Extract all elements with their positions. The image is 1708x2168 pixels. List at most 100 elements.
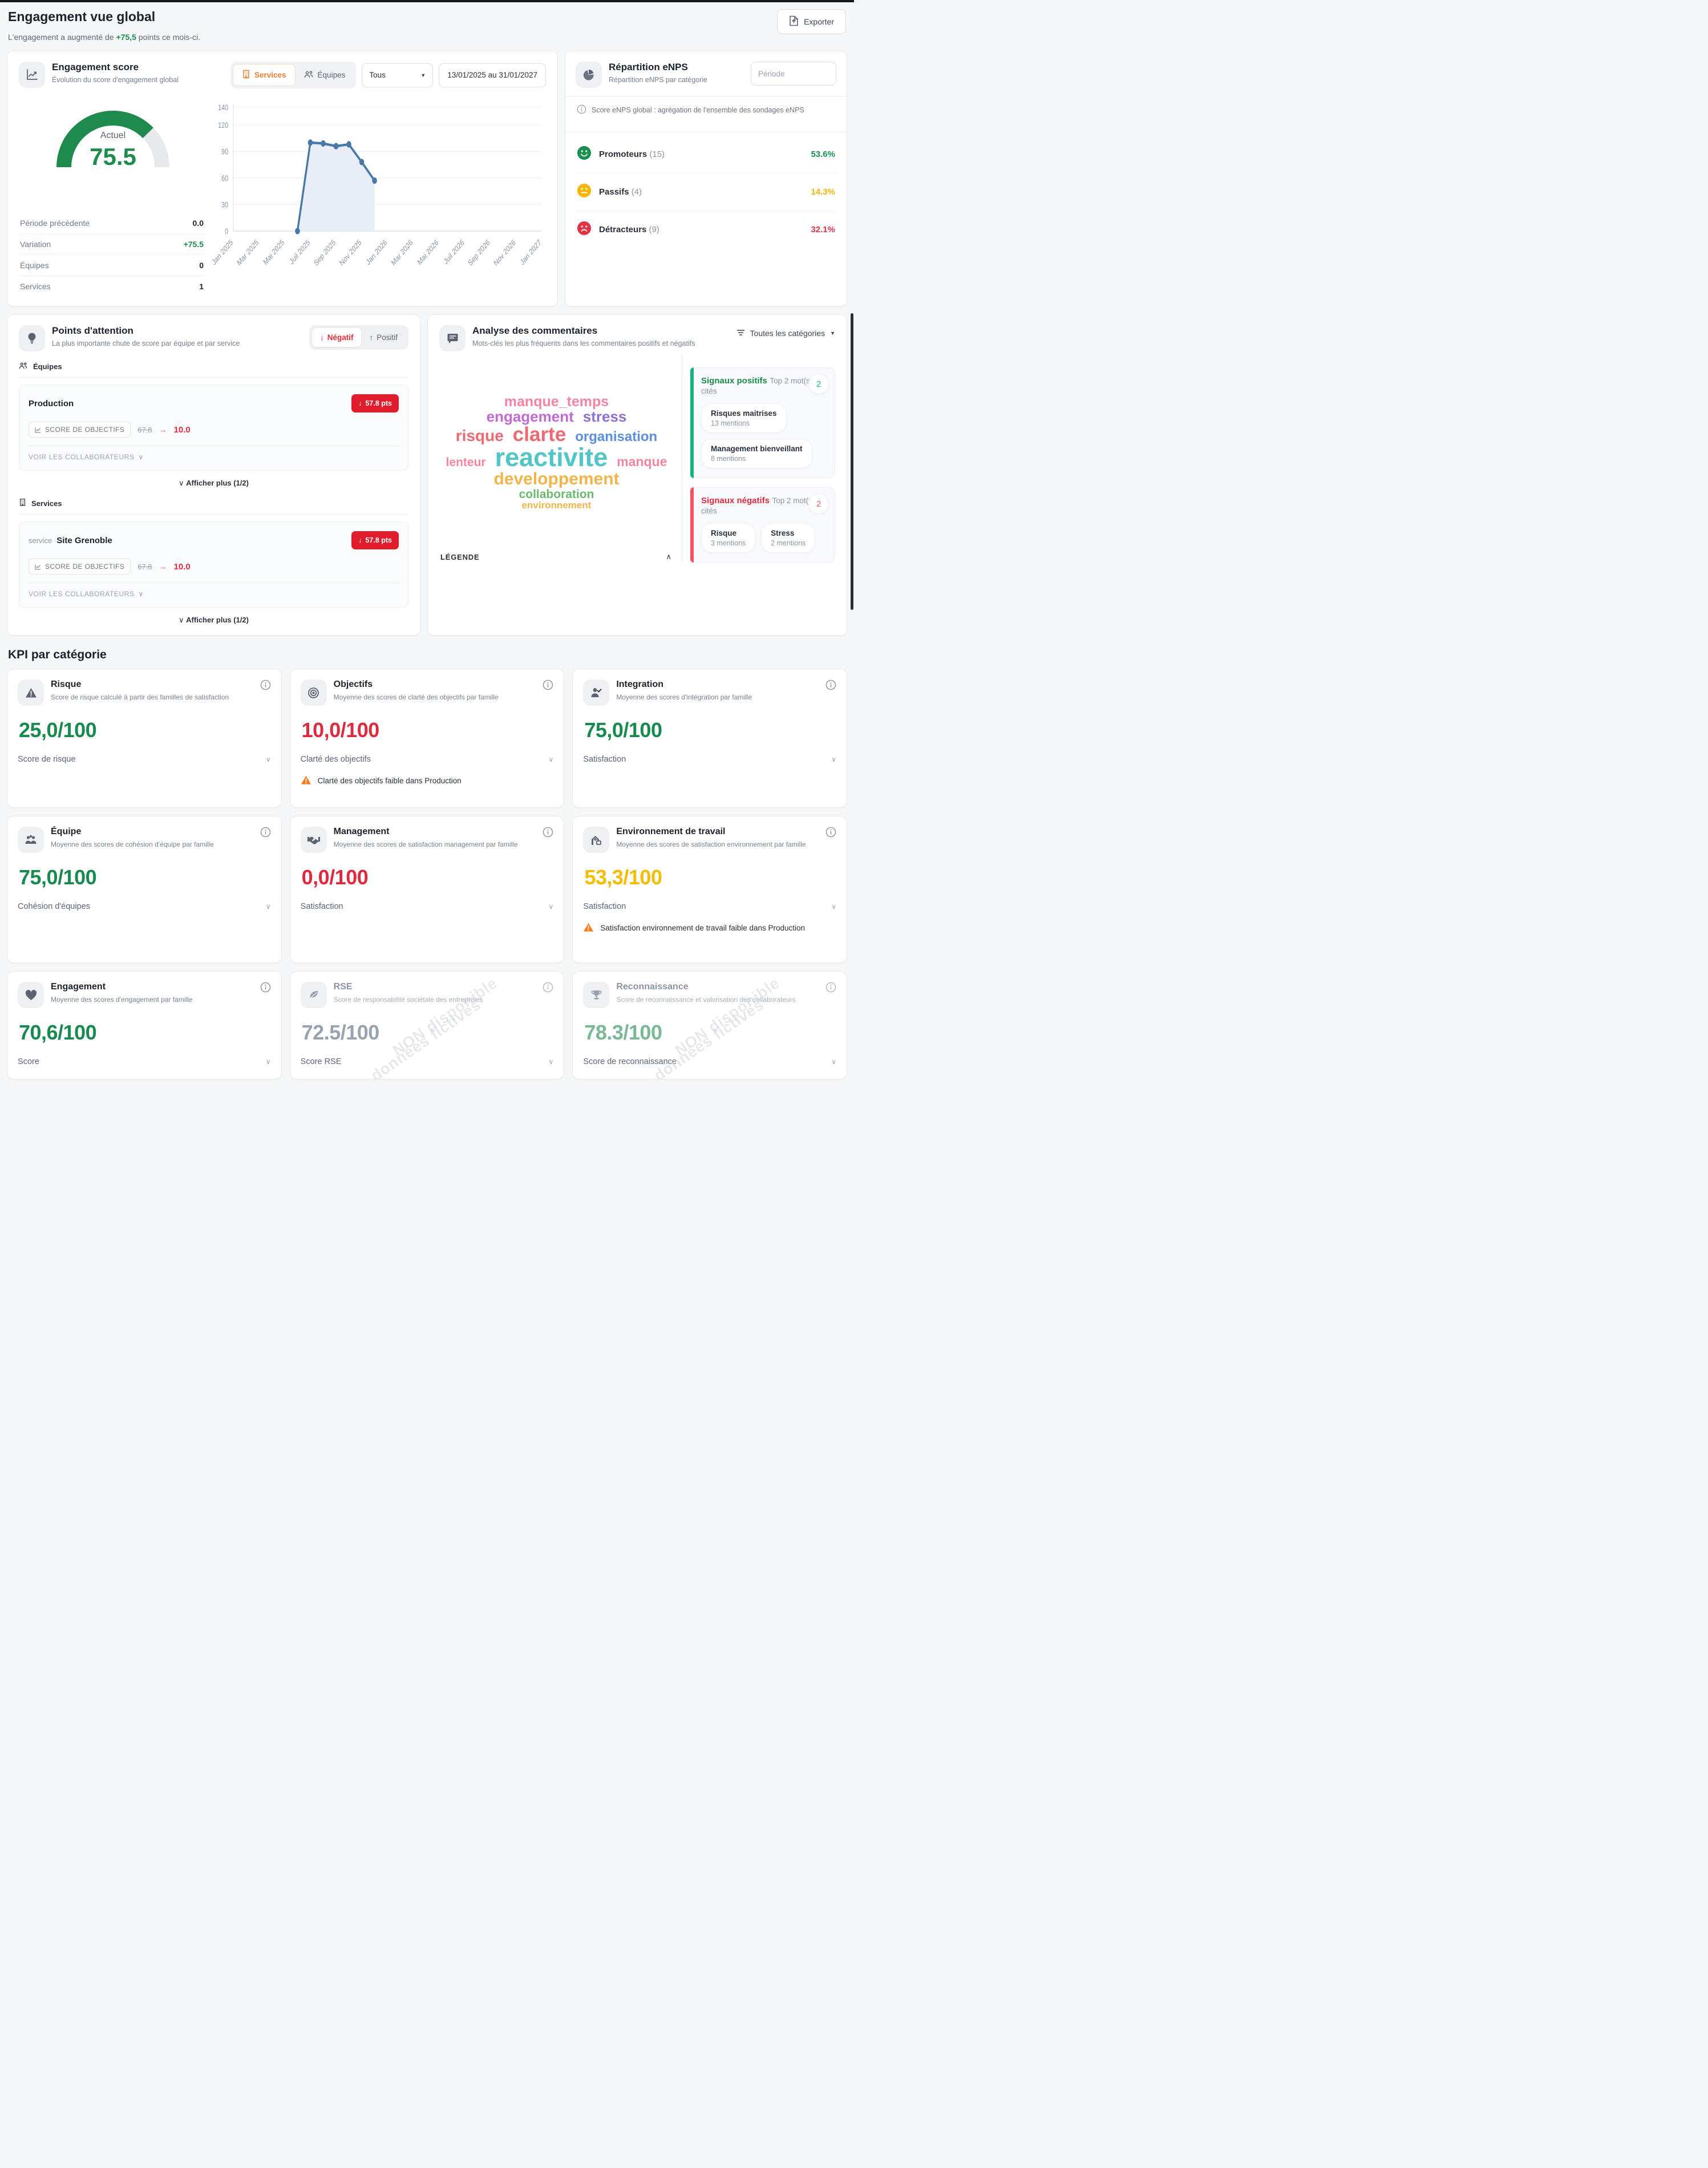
enps-label: Passifs (599, 187, 629, 197)
card-subtitle: La plus importante chute de score par éq… (52, 339, 240, 347)
top-words-label: Top 2 mot(s) cités (701, 496, 815, 515)
info-icon[interactable] (543, 827, 553, 840)
scrollbar-thumb[interactable] (851, 313, 853, 610)
kpi-detail-toggle[interactable]: Satisfaction ∨ (583, 902, 836, 911)
enps-value: 14.3% (811, 187, 835, 197)
link-label: VOIR LES COLLABORATEURS (29, 590, 135, 598)
kpi-subtitle: Moyenne des scores de cohésion d'équipe … (51, 840, 214, 848)
info-icon[interactable] (825, 679, 836, 693)
signal-pill[interactable]: Management bienveillant 8 mentions (701, 439, 812, 468)
attention-item-production[interactable]: Production ↓ 57.8 pts SCORE DE OBJECTIFS… (19, 385, 408, 471)
kpi-label: Score de reconnaissance (583, 1057, 677, 1066)
kpi-detail-toggle[interactable]: Clarté des objectifs ∨ (301, 755, 554, 764)
info-icon[interactable] (260, 679, 271, 693)
engagement-line-chart: 0 30 60 90 120 140 Jan 2025 Mar 2025 Mai 2025 Jui… (207, 99, 546, 297)
info-icon[interactable] (260, 982, 271, 996)
stat-label: Équipes (20, 261, 49, 270)
enps-card: Répartition eNPS Répartition eNPS par ca… (565, 51, 847, 306)
card-title: Analyse des commentaires (472, 325, 598, 336)
positive-count-badge: 2 (808, 374, 829, 394)
link-label: VOIR LES COLLABORATEURS (29, 453, 135, 461)
kpi-warning: Clarté des objectifs faible dans Product… (301, 775, 554, 788)
scope-select[interactable]: Tous ▼ (362, 63, 434, 87)
warning-triangle-icon (301, 775, 311, 788)
kpi-detail-toggle[interactable]: Score de risque ∨ (18, 755, 271, 764)
info-icon[interactable] (543, 679, 553, 693)
show-more-label: Afficher plus (1/2) (186, 616, 249, 624)
caret-down-icon: ▼ (830, 330, 835, 336)
show-more-equipes[interactable]: ∨ Afficher plus (1/2) (19, 479, 408, 488)
drop-badge-value: 57.8 pts (365, 399, 392, 407)
info-icon[interactable] (825, 982, 836, 996)
pie-chart-icon (576, 62, 602, 88)
pill-word: Management bienveillant (711, 444, 803, 453)
category-filter-value: Toutes les catégories (750, 329, 825, 338)
tab-services[interactable]: Services (232, 64, 296, 86)
chevron-down-icon: ∨ (548, 755, 554, 763)
kpi-label: Satisfaction (583, 755, 626, 764)
chevron-down-icon: ∨ (138, 590, 144, 598)
kpi-section-title: KPI par catégorie (8, 648, 107, 661)
section-services: Services (19, 498, 408, 508)
signal-pill[interactable]: Risque 3 mentions (701, 523, 756, 553)
svg-text:Mai 2026: Mai 2026 (416, 238, 440, 267)
svg-text:90: 90 (221, 147, 228, 156)
kpi-card-reconnaissance: NON disponible données fictives Reconnai… (572, 971, 847, 1079)
kpi-label: Score RSE (300, 1057, 342, 1066)
score-stats: Période précédente 0.0 Variation +75.5 É… (19, 213, 207, 297)
services-equipes-toggle: Services Équipes (230, 62, 357, 88)
chevron-up-icon[interactable]: ∧ (666, 552, 671, 561)
gauge-value: 75.5 (90, 143, 136, 170)
kpi-detail-toggle[interactable]: Score RSE ∨ (301, 1057, 554, 1066)
kpi-title: Risque (51, 679, 82, 689)
score-gauge: Actuel 75.5 (51, 103, 175, 189)
export-button[interactable]: Exporter (777, 9, 846, 34)
svg-text:Jan 2026: Jan 2026 (365, 238, 388, 267)
kpi-subtitle: Moyenne des scores d'engagement par fami… (51, 996, 193, 1004)
tab-services-label: Services (254, 71, 286, 79)
attention-item-site-grenoble[interactable]: service Site Grenoble ↓ 57.8 pts SCORE D… (19, 521, 408, 608)
tab-negatif-label: Négatif (327, 333, 354, 342)
export-label: Exporter (804, 17, 834, 26)
enps-row-detracteurs: Détracteurs (9) 32.1% (576, 211, 836, 248)
card-title: Points d'attention (52, 325, 133, 336)
kpi-detail-toggle[interactable]: Score ∨ (18, 1057, 271, 1066)
signal-pill[interactable]: Risques maitrises 13 mentions (701, 403, 787, 433)
team-name: Production (29, 398, 74, 408)
comment-icon (439, 325, 466, 351)
kpi-card-objectifs: Objectifs Moyenne des scores de clarté d… (289, 669, 565, 808)
kpi-detail-toggle[interactable]: Score de reconnaissance ∨ (583, 1057, 836, 1066)
positive-signals-title: Signaux positifs (701, 376, 767, 386)
info-icon[interactable] (543, 982, 553, 996)
voir-collaborateurs-link[interactable]: VOIR LES COLLABORATEURS ∨ (29, 453, 399, 461)
positive-signals-card: 2 Signaux positifs Top 2 mot(s) cités Ri… (690, 367, 835, 478)
divider (19, 377, 408, 378)
date-range-input[interactable]: 13/01/2025 au 31/01/2027 (439, 63, 546, 87)
kpi-detail-toggle[interactable]: Cohésion d'équipes ∨ (18, 902, 271, 911)
category-filter[interactable]: Toutes les catégories ▼ (736, 325, 835, 338)
show-more-services[interactable]: ∨ Afficher plus (1/2) (19, 616, 408, 625)
kpi-detail-toggle[interactable]: Satisfaction ∨ (301, 902, 554, 911)
kpi-detail-toggle[interactable]: Satisfaction ∨ (583, 755, 836, 764)
tab-negatif[interactable]: ↓ Négatif (311, 328, 362, 347)
kpi-value: 78.3/100 (584, 1021, 662, 1044)
svg-text:60: 60 (221, 174, 228, 183)
tab-equipes[interactable]: Équipes (296, 64, 354, 86)
comments-analysis-card: Analyse des commentaires Mots-clés les p… (427, 314, 847, 636)
period-input[interactable] (751, 62, 836, 86)
new-score: 10.0 (173, 561, 191, 572)
voir-collaborateurs-link[interactable]: VOIR LES COLLABORATEURS ∨ (29, 590, 399, 598)
signal-pill[interactable]: Stress 2 mentions (761, 523, 816, 553)
tab-positif[interactable]: ↑ Positif (361, 328, 406, 347)
wordcloud-word: manque (617, 454, 667, 470)
svg-text:0: 0 (225, 227, 228, 236)
subtitle-prefix: L'engagement a augmenté de (8, 33, 116, 42)
info-icon[interactable] (825, 827, 836, 840)
svg-text:Nov 2026: Nov 2026 (492, 238, 517, 268)
info-icon[interactable] (260, 827, 271, 840)
service-name: Site Grenoble (56, 535, 112, 545)
wordcloud-word: engagement (486, 408, 574, 426)
leaf-icon (300, 982, 327, 1008)
kpi-label: Score (18, 1057, 39, 1066)
kpi-title: Engagement (51, 982, 106, 992)
